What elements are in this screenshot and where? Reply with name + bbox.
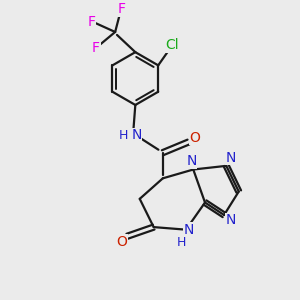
Text: F: F xyxy=(118,2,126,16)
Text: O: O xyxy=(189,130,200,145)
Text: N: N xyxy=(186,154,197,168)
Text: O: O xyxy=(116,235,127,249)
Text: F: F xyxy=(87,15,95,29)
Text: H: H xyxy=(177,236,186,249)
Text: N: N xyxy=(226,151,236,165)
Text: F: F xyxy=(92,41,100,56)
Text: N: N xyxy=(226,214,236,227)
Text: Cl: Cl xyxy=(165,38,179,52)
Text: N: N xyxy=(131,128,142,142)
Text: H: H xyxy=(118,129,128,142)
Text: N: N xyxy=(184,223,194,237)
